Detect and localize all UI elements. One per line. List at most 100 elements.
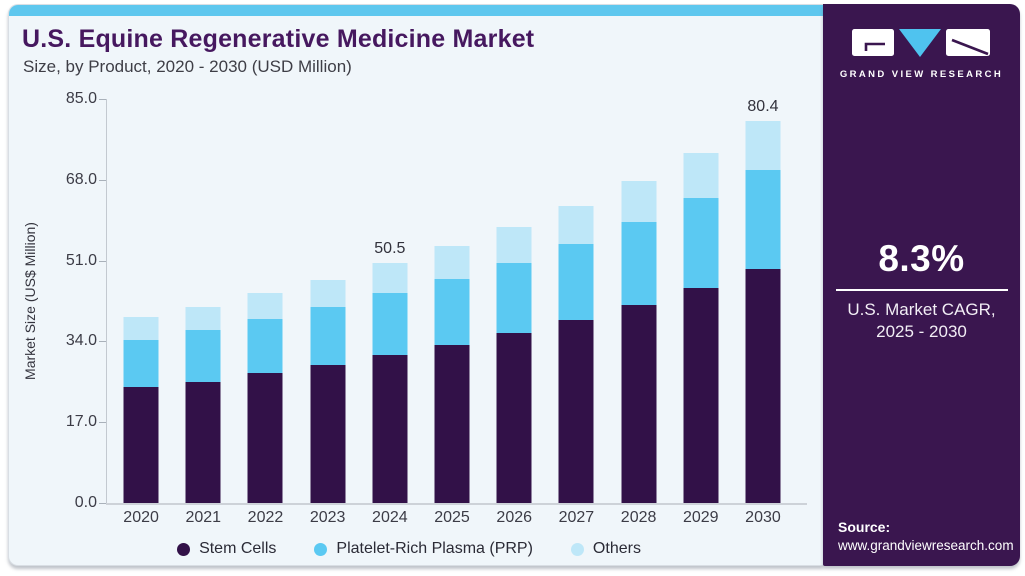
bar-group (297, 99, 359, 503)
bar-segment (496, 262, 532, 333)
x-tick-label: 2030 (745, 509, 781, 526)
bar-segment (185, 330, 221, 382)
bar-segment (745, 120, 781, 170)
bar-segment (683, 153, 719, 198)
y-tick-mark (99, 179, 106, 181)
bar-segment (185, 306, 221, 331)
x-tick-label: 2024 (372, 509, 408, 526)
gvr-logo: GRAND VIEW RESEARCH (823, 29, 1020, 80)
bar-group (421, 99, 483, 503)
value-label: 80.4 (747, 97, 779, 115)
legend-item: Stem Cells (177, 540, 276, 558)
bar-segment (372, 263, 408, 293)
stacked-bar (558, 206, 594, 503)
legend-item: Others (570, 540, 641, 558)
y-tick-mark (99, 503, 106, 504)
bar-segment (683, 197, 719, 289)
bar-segment (496, 332, 532, 503)
bar-segment (496, 226, 532, 263)
bar-segment (310, 364, 346, 503)
legend-item: Platelet-Rich Plasma (PRP) (314, 540, 533, 558)
y-axis-line (106, 99, 107, 504)
bar-segment (434, 245, 470, 280)
legend-label: Stem Cells (199, 540, 277, 557)
bar-segment (310, 279, 346, 308)
legend-label: Platelet-Rich Plasma (PRP) (336, 540, 533, 557)
bar-segment (247, 373, 283, 503)
bar-segment (683, 288, 719, 503)
chart-title: U.S. Equine Regenerative Medicine Market (22, 25, 535, 53)
legend-dot-icon (314, 542, 328, 556)
bar-segment (123, 317, 159, 341)
chart-legend: Stem Cells Platelet-Rich Plasma (PRP) Othe… (59, 540, 759, 558)
stacked-bar (434, 245, 470, 503)
bar-segment (745, 169, 781, 270)
cagr-divider (835, 289, 1008, 291)
x-axis-line (106, 503, 807, 505)
x-tick-label: 2021 (185, 509, 222, 526)
bar-segment (310, 307, 346, 365)
bar-group (110, 99, 172, 503)
chart-subtitle: Size, by Product, 2020 - 2030 (USD Milli… (23, 57, 352, 76)
source-label: Source: (838, 519, 891, 535)
y-tick-label: 17.0 (65, 413, 97, 431)
stacked-bar (372, 263, 408, 503)
x-tick-label: 2026 (496, 509, 533, 526)
bar-group: 80.4 (732, 97, 794, 503)
y-tick-label: 34.0 (65, 332, 97, 350)
bar-segment (123, 386, 159, 503)
cagr-label-line1: U.S. Market CAGR, (847, 300, 996, 319)
stacked-bar (496, 226, 532, 503)
bar-segment (558, 243, 594, 320)
y-tick-label: 51.0 (65, 251, 97, 269)
bar-segment (434, 344, 470, 503)
bar-group (608, 99, 670, 503)
bar-segment (558, 319, 594, 503)
legend-label: Others (592, 540, 641, 557)
bar-segment (621, 221, 657, 305)
cagr-block: 8.3% U.S. Market CAGR, 2025 - 2030 (823, 238, 1020, 343)
gvr-logo-icon (851, 29, 990, 57)
bar-group: 50.5 (359, 99, 421, 503)
y-tick-label: 0.0 (74, 494, 97, 511)
bar-segment (621, 180, 657, 222)
cagr-label-line2: 2025 - 2030 (876, 322, 967, 341)
bar-group (670, 99, 732, 503)
y-tick-label: 85.0 (65, 90, 97, 107)
x-tick-label: 2020 (123, 509, 159, 526)
bar-group (483, 99, 545, 503)
stacked-bar (621, 180, 657, 503)
legend-dot-icon (177, 542, 191, 556)
y-axis-title: Market Size (US$ Million) (22, 222, 38, 380)
source-url: www.grandviewresearch.com (838, 538, 1014, 553)
value-label: 50.5 (374, 239, 406, 257)
gvr-logo-text: GRAND VIEW RESEARCH (839, 69, 1004, 80)
stacked-bar (185, 306, 221, 503)
chart-card: U.S. Equine Regenerative Medicine Market… (8, 4, 823, 566)
bar-segment (123, 340, 159, 387)
stacked-bar (745, 120, 781, 503)
accent-strip (9, 5, 823, 16)
bar-segment (372, 292, 408, 356)
stacked-bar (247, 293, 283, 503)
x-tick-label: 2023 (309, 509, 346, 526)
x-tick-label: 2027 (558, 509, 595, 526)
source-block: Source: www.grandviewresearch.com (838, 519, 1014, 553)
bar-segment (185, 381, 221, 503)
bar-chart-plot-area: 50.5 80.4 (110, 97, 794, 503)
x-tick-label: 2029 (682, 509, 719, 526)
y-tick-mark (99, 422, 106, 424)
y-tick-label: 68.0 (65, 170, 97, 188)
stacked-bar (683, 153, 719, 503)
cagr-value: 8.3% (878, 238, 965, 279)
bar-group (234, 99, 296, 503)
bar-segment (247, 293, 283, 320)
stacked-bar (123, 317, 159, 503)
x-tick-label: 2022 (247, 509, 284, 526)
legend-dot-icon (570, 542, 584, 556)
stacked-bar (310, 279, 346, 503)
bar-segment (558, 206, 594, 244)
bar-segment (434, 279, 470, 345)
y-tick-mark (99, 99, 106, 100)
y-tick-mark (99, 260, 106, 262)
